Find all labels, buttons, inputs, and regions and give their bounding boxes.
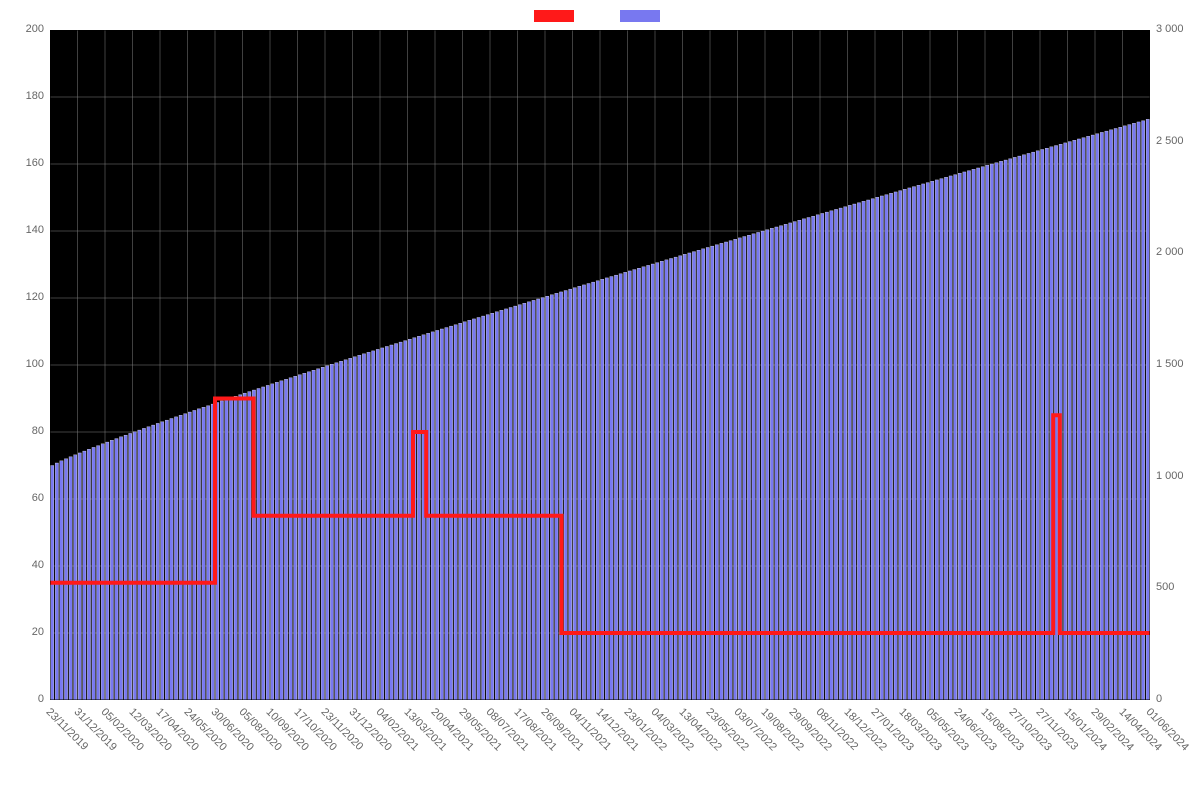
- y-left-tick-label: 100: [0, 358, 44, 370]
- y-right-tick-label: 2 500: [1156, 135, 1184, 147]
- y-right-tick-label: 0: [1156, 693, 1162, 705]
- y-left-tick-label: 180: [0, 90, 44, 102]
- y-left-tick-label: 60: [0, 492, 44, 504]
- y-left-tick-label: 20: [0, 626, 44, 638]
- y-right-tick-label: 1 500: [1156, 358, 1184, 370]
- legend-swatch-line: [534, 10, 574, 22]
- y-left-tick-label: 80: [0, 425, 44, 437]
- y-right-tick-label: 500: [1156, 581, 1174, 593]
- legend-item-bar: [620, 8, 666, 23]
- y-right-tick-label: 1 000: [1156, 470, 1184, 482]
- y-left-tick-label: 160: [0, 157, 44, 169]
- y-left-tick-label: 40: [0, 559, 44, 571]
- legend-item-line: [534, 8, 580, 23]
- y-right-tick-label: 2 000: [1156, 246, 1184, 258]
- y-left-tick-label: 200: [0, 23, 44, 35]
- y-left-tick-label: 120: [0, 291, 44, 303]
- y-left-tick-label: 140: [0, 224, 44, 236]
- y-left-tick-label: 0: [0, 693, 44, 705]
- y-right-tick-label: 3 000: [1156, 23, 1184, 35]
- chart-plot-area: [50, 30, 1150, 700]
- chart-svg: [50, 30, 1150, 700]
- legend-swatch-bar: [620, 10, 660, 22]
- legend: [0, 8, 1200, 23]
